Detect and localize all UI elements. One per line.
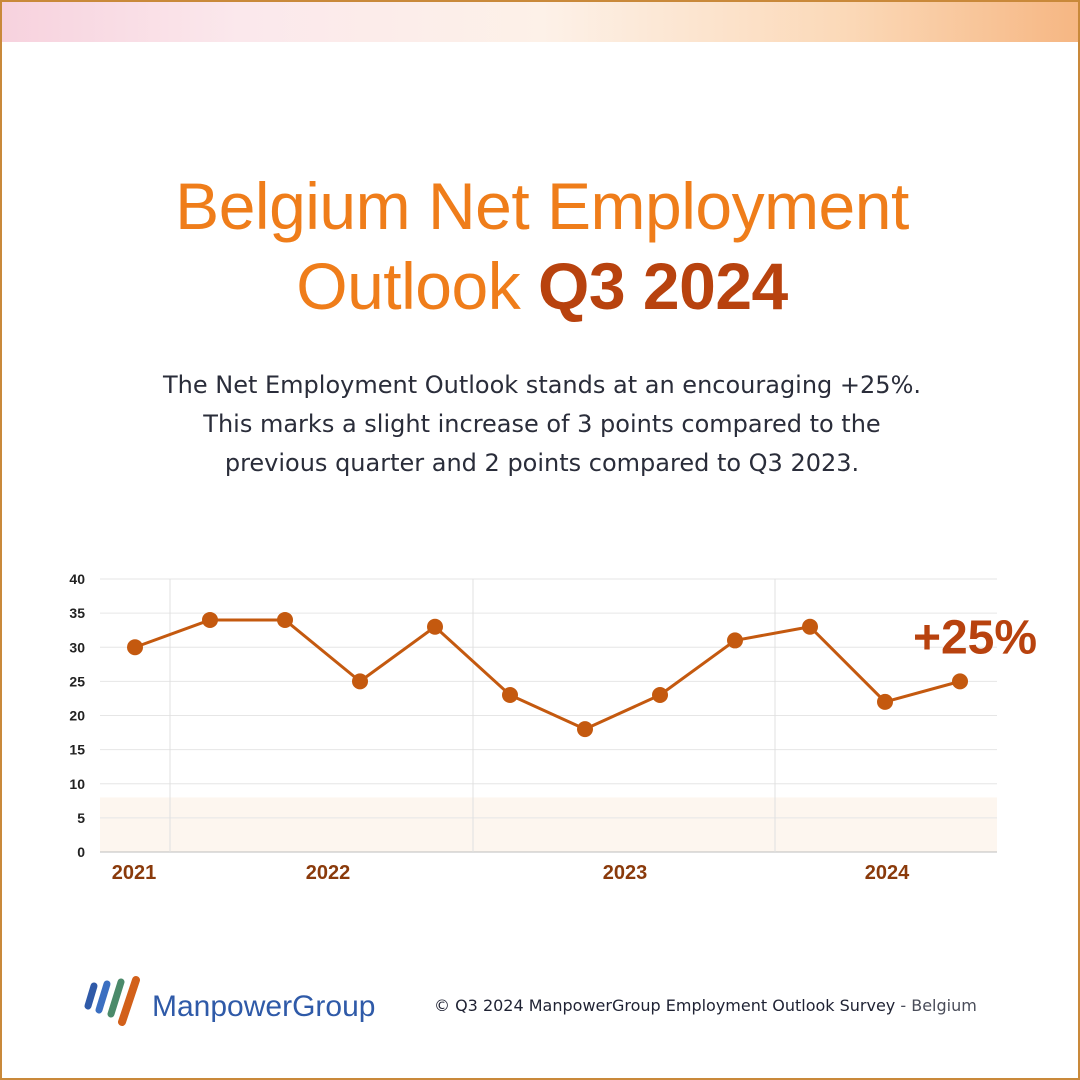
x-year-label: 2022: [306, 862, 351, 884]
x-year-label: 2024: [865, 862, 910, 884]
net-employment-outlook-chart: 0 5 10 15 20 25 30 35 40 2021 2022 2023 2024 +25%: [69, 571, 1037, 884]
lead-paragraph: The Net Employment Outlook stands at an …: [102, 366, 982, 483]
y-tick-label: 10: [69, 776, 85, 792]
data-point: [727, 632, 743, 649]
y-tick-label: 40: [69, 571, 85, 587]
y-tick-label: 0: [77, 844, 85, 860]
y-tick-label: 20: [69, 708, 85, 724]
footer-copyright: © Q3 2024 ManpowerGroup Employment Outlo…: [434, 996, 896, 1015]
x-year-label: 2023: [603, 862, 648, 884]
data-point: [802, 618, 818, 635]
data-point: [202, 611, 218, 628]
data-point: [277, 611, 293, 628]
series-line: [134, 618, 961, 731]
footer-credit: © Q3 2024 ManpowerGroup Employment Outlo…: [434, 996, 977, 1015]
page-title: Belgium Net Employment Outlook Q3 2024: [2, 166, 1078, 326]
data-point: [427, 618, 443, 635]
title-line-2: Outlook Q3 2024: [2, 246, 1078, 326]
y-tick-label: 30: [69, 639, 85, 655]
lead-line-3: previous quarter and 2 points compared t…: [224, 449, 860, 477]
data-point: [577, 721, 593, 738]
y-tick-label: 35: [69, 605, 85, 621]
title-line-1: Belgium Net Employment: [175, 169, 909, 243]
data-point: [652, 687, 668, 704]
data-point: [352, 673, 368, 690]
title-quarter: Q3 2024: [538, 249, 788, 323]
logo-wordmark: ManpowerGroup: [152, 990, 375, 1023]
y-tick-label: 5: [77, 810, 85, 826]
manpowergroup-logo: ManpowerGroup: [84, 976, 375, 1026]
data-point: [952, 673, 968, 690]
decorative-top-band: [2, 2, 1078, 42]
y-tick-label: 15: [69, 742, 85, 758]
data-point: [877, 693, 893, 710]
x-year-label: 2021: [112, 862, 157, 884]
latest-value-callout: +25%: [913, 611, 1037, 664]
y-tick-label: 25: [69, 673, 85, 689]
data-point: [127, 639, 143, 656]
title-outlook: Outlook: [296, 249, 521, 323]
logo-mark-icon: [84, 976, 140, 1026]
data-point: [502, 687, 518, 704]
lead-line-1: The Net Employment Outlook stands at an …: [162, 371, 921, 399]
lead-line-2: This marks a slight increase of 3 points…: [203, 410, 881, 438]
footer-country: - Belgium: [895, 996, 977, 1015]
low-value-band: [100, 797, 997, 852]
